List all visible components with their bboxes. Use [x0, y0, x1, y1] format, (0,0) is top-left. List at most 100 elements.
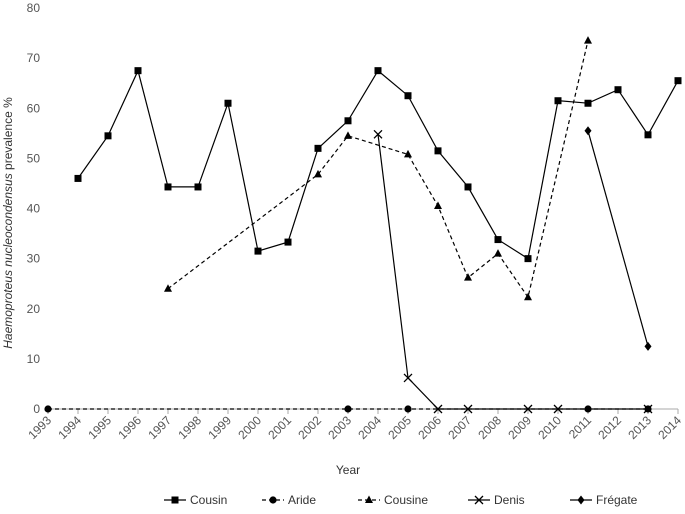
y-tick-label: 70	[27, 51, 41, 65]
x-tick-label: 2014	[655, 413, 684, 442]
data-point-cousin	[284, 238, 292, 246]
x-tick-label: 2008	[475, 413, 504, 442]
y-axis-title-rest: prevalence %	[1, 97, 15, 173]
legend-label-cousin: Cousin	[190, 493, 227, 507]
series-line-cousin	[77, 68, 679, 260]
x-tick-label: 1998	[175, 413, 204, 442]
y-tick-label: 60	[27, 101, 41, 115]
data-point-cousin	[584, 99, 592, 107]
data-point-denis	[463, 404, 473, 414]
x-tick-label: 2013	[625, 413, 654, 442]
x-tick-label: 1995	[85, 413, 114, 442]
data-point-cousin	[254, 247, 262, 255]
data-point-cousin	[134, 67, 142, 75]
legend-item-denis: Denis	[468, 493, 525, 507]
data-point-cousin	[374, 67, 382, 75]
data-point-cousine	[164, 284, 172, 292]
data-point-denis	[553, 404, 563, 414]
data-point-cousine	[464, 273, 472, 281]
data-point-cousin	[464, 183, 472, 191]
data-point-frgate	[584, 126, 592, 136]
data-point-denis	[373, 129, 383, 139]
x-tick-label: 2004	[355, 413, 384, 442]
x-tick-label: 2003	[325, 413, 354, 442]
data-point-denis	[433, 404, 443, 414]
data-point-cousin	[524, 255, 532, 263]
data-point-aride	[44, 405, 52, 413]
x-tick-label: 1993	[25, 413, 54, 442]
data-point-cousin	[674, 77, 682, 85]
data-point-denis	[643, 404, 653, 414]
legend-marker-frgate	[577, 495, 585, 505]
data-point-aride	[404, 405, 412, 413]
x-tick-label: 2000	[235, 413, 264, 442]
legend-item-cousine: Cousine	[358, 493, 428, 507]
x-tick-label: 2005	[385, 413, 414, 442]
series-denis	[373, 129, 653, 414]
data-point-cousin	[164, 183, 172, 191]
legend-item-frgate: Frégate	[570, 493, 638, 507]
series-layer	[44, 36, 682, 414]
data-point-cousine	[524, 292, 532, 301]
y-tick-label: 30	[27, 252, 41, 266]
legend-label-frgate: Frégate	[596, 493, 638, 507]
legend: Cousin Aride Cousine Denis Frégate	[164, 493, 638, 507]
data-point-denis	[403, 373, 413, 383]
y-axis: 0 10 20 30 40 50 60 70 80	[27, 1, 41, 416]
x-tick-label: 2009	[505, 413, 534, 442]
x-tick-label: 2002	[295, 413, 324, 442]
y-tick-label: 10	[27, 352, 41, 366]
legend-item-aride: Aride	[262, 493, 316, 507]
data-point-aride	[344, 405, 352, 413]
x-tick-label: 1999	[205, 413, 234, 442]
legend-marker-aride	[269, 496, 277, 504]
y-tick-label: 50	[27, 151, 41, 165]
data-point-denis	[523, 404, 533, 414]
legend-marker-cousin	[171, 496, 179, 504]
series-cousin	[74, 67, 682, 263]
y-tick-label: 80	[27, 1, 41, 15]
x-tick-label: 2010	[535, 413, 564, 442]
x-axis: 1993 1994 1995 1996 1997 1998 1999 2000 2001 2002…	[25, 408, 684, 442]
series-line-frgate	[587, 130, 649, 347]
data-point-cousin	[494, 236, 502, 244]
data-point-frgate	[644, 341, 652, 351]
y-tick-label: 0	[33, 402, 40, 416]
data-point-cousine	[494, 249, 502, 257]
data-point-cousine	[584, 36, 592, 44]
legend-marker-cousine	[365, 495, 373, 503]
x-axis-title: Year	[336, 463, 360, 477]
x-tick-label: 2001	[265, 413, 294, 442]
series-cousine	[164, 36, 592, 301]
data-point-cousine	[404, 149, 412, 158]
legend-label-aride: Aride	[288, 493, 316, 507]
data-point-cousin	[404, 92, 412, 100]
legend-marker-denis	[474, 495, 484, 505]
data-point-cousine	[434, 201, 442, 209]
y-tick-label: 20	[27, 302, 41, 316]
data-point-cousin	[644, 131, 652, 139]
x-tick-label: 2007	[445, 413, 474, 442]
series-line-denis	[377, 134, 648, 410]
data-point-cousine	[344, 131, 352, 139]
series-frgate	[584, 126, 652, 351]
data-point-cousin	[344, 117, 352, 125]
data-point-cousin	[74, 174, 82, 182]
legend-label-denis: Denis	[494, 493, 525, 507]
y-tick-label: 40	[27, 202, 41, 216]
data-point-cousin	[314, 144, 322, 152]
x-tick-label: 2012	[595, 413, 624, 442]
data-point-cousin	[434, 147, 442, 155]
data-point-cousin	[104, 132, 112, 140]
x-tick-label: 1996	[115, 413, 144, 442]
y-axis-title: Haemoproteus nucleocondensus prevalence …	[1, 97, 15, 349]
x-tick-label: 1994	[55, 413, 84, 442]
data-point-cousin	[194, 183, 202, 191]
x-tick-label: 2006	[415, 413, 444, 442]
data-point-cousin	[224, 99, 232, 107]
x-tick-label: 2011	[566, 413, 594, 441]
legend-label-cousine: Cousine	[384, 493, 428, 507]
data-point-cousine	[314, 169, 322, 178]
legend-item-cousin: Cousin	[164, 493, 227, 507]
